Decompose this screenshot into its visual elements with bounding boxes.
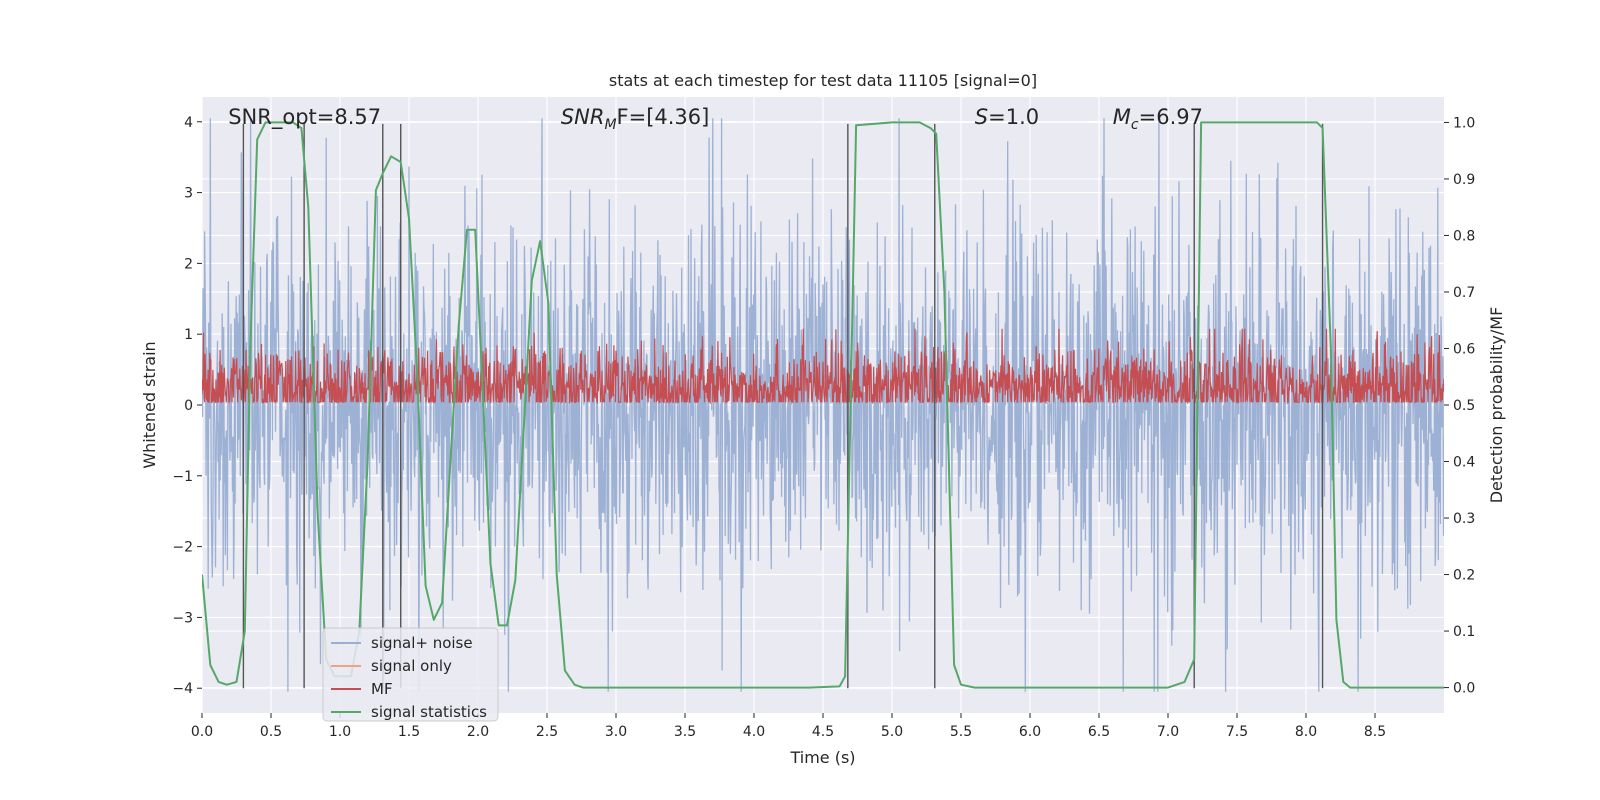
series-signal-noise <box>202 118 1444 692</box>
legend-label: MF <box>371 680 393 698</box>
y-left-tick-label: −2 <box>172 540 193 556</box>
legend-label: signal only <box>371 657 452 675</box>
x-tick-label: 5.0 <box>881 724 903 740</box>
annotation-text: S=1.0 <box>975 105 1039 129</box>
annotation-text: Mc=6.97 <box>1113 105 1203 133</box>
y-right-tick-label: 0.9 <box>1453 172 1475 188</box>
chart-title: stats at each timestep for test data 111… <box>609 71 1037 90</box>
annotations: SNR_opt=8.57 SNRMF=[4.36] S=1.0 Mc=6.97 <box>228 105 1203 133</box>
y-right-tick-label: 0.3 <box>1453 511 1475 527</box>
x-tick-label: 2.0 <box>467 724 489 740</box>
y-right-tick-label: 0.1 <box>1453 624 1475 640</box>
x-tick-label: 6.0 <box>1019 724 1041 740</box>
annotation-text: SNRMF=[4.36] <box>561 105 710 133</box>
x-tick-label: 8.0 <box>1295 724 1317 740</box>
legend-box <box>322 627 499 722</box>
y-left-tick-label: 3 <box>184 186 193 202</box>
x-tick-label: 1.0 <box>329 724 351 740</box>
y-left-tick-label: 4 <box>184 115 193 131</box>
x-tick-label: 2.5 <box>536 724 558 740</box>
y-right-tick-label: 0.0 <box>1453 681 1475 697</box>
x-tick-label: 3.0 <box>605 724 627 740</box>
y-right-tick-label: 0.8 <box>1453 228 1475 244</box>
y-axis-right-label: Detection probability/MF <box>1487 307 1506 504</box>
x-tick-label: 4.0 <box>743 724 765 740</box>
y-right-tick-label: 0.4 <box>1453 455 1475 471</box>
axes: stats at each timestep for test data 111… <box>140 71 1506 767</box>
x-tick-label: 8.5 <box>1364 724 1386 740</box>
x-tick-label: 0.5 <box>260 724 282 740</box>
annotation-text: SNR_opt=8.57 <box>228 105 381 130</box>
y-right-tick-label: 0.6 <box>1453 341 1475 357</box>
y-right-tick-label: 0.5 <box>1453 398 1475 414</box>
y-left-tick-label: −3 <box>172 610 193 626</box>
y-right-tick-label: 0.2 <box>1453 568 1475 584</box>
y-left-tick-label: −4 <box>172 681 193 697</box>
x-tick-label: 0.0 <box>191 724 213 740</box>
data-layer <box>202 118 1444 692</box>
legend-label: signal statistics <box>371 703 487 721</box>
x-tick-label: 4.5 <box>812 724 834 740</box>
series-signal-statistics <box>202 121 1444 689</box>
x-tick-label: 7.5 <box>1226 724 1248 740</box>
x-tick-label: 6.5 <box>1088 724 1110 740</box>
series-mf <box>202 328 1444 405</box>
y-axis-left-label: Whitened strain <box>140 341 159 468</box>
y-right-tick-label: 0.7 <box>1453 285 1475 301</box>
x-tick-label: 5.5 <box>950 724 972 740</box>
x-axis-label: Time (s) <box>789 748 855 767</box>
y-left-tick-label: 0 <box>184 398 193 414</box>
x-tick-label: 1.5 <box>398 724 420 740</box>
y-left-tick-label: 2 <box>184 256 193 272</box>
y-left-tick-label: 1 <box>184 327 193 343</box>
y-left-tick-label: −1 <box>172 469 193 485</box>
legend-label: signal+ noise <box>371 634 473 652</box>
y-right-tick-label: 1.0 <box>1453 115 1475 131</box>
x-tick-label: 3.5 <box>674 724 696 740</box>
x-tick-label: 7.0 <box>1157 724 1179 740</box>
legend: signal+ noise signal only MF signal statist… <box>322 627 499 722</box>
